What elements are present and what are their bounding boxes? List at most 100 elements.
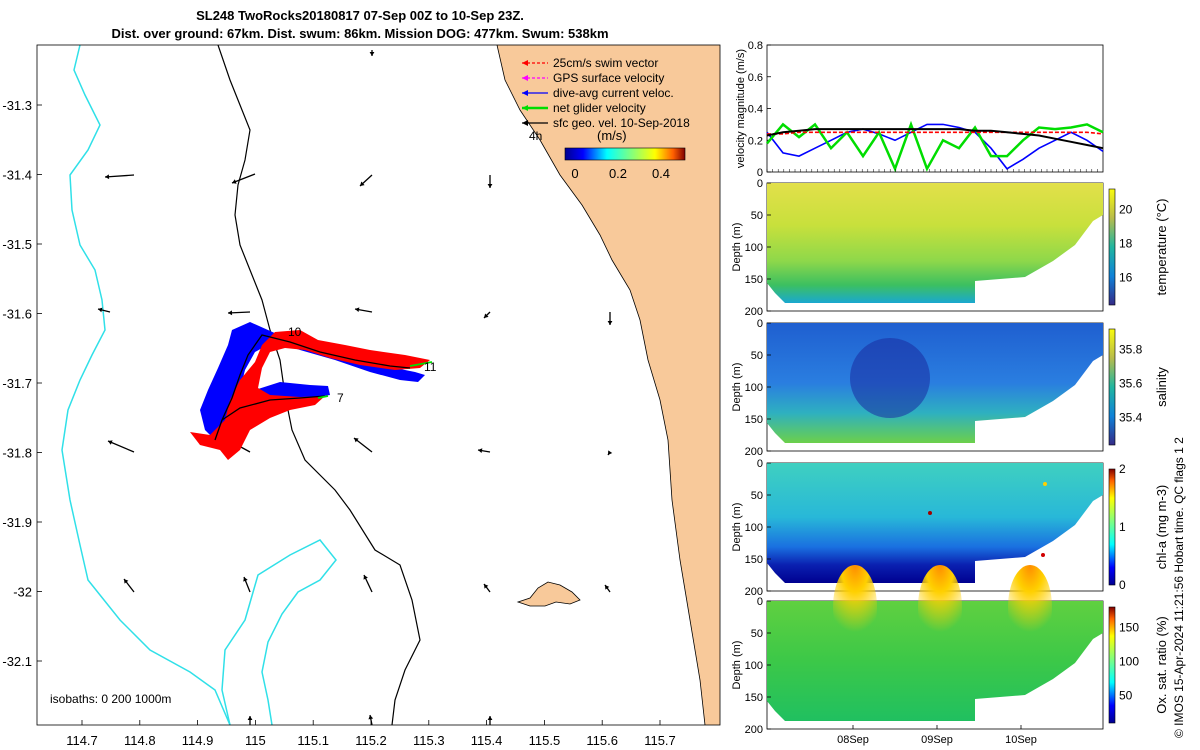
- panel-colorbar-label: temperature (°C): [1154, 199, 1169, 296]
- depth-tick: 100: [745, 242, 763, 254]
- colorbar-tick-label: 100: [1119, 655, 1139, 669]
- legend-entry: GPS surface velocity: [553, 71, 664, 85]
- colorbar-tick-label: 35.6: [1119, 377, 1143, 391]
- depth-axis-label: Depth (m): [731, 223, 743, 272]
- depth-tick: 200: [745, 306, 763, 318]
- velocity-series-line: [766, 120, 1104, 173]
- panel-colorbar: [1108, 606, 1116, 724]
- depth-tick: 150: [745, 692, 763, 704]
- speed-colorbar: [564, 147, 686, 161]
- map-y-tick-label: -31.8: [2, 446, 32, 461]
- colorbar-tick-label: 0: [1119, 578, 1126, 592]
- colorbar-tick-label: 18: [1119, 237, 1133, 251]
- depth-tick: 150: [745, 274, 763, 286]
- depth-tick: 200: [745, 724, 763, 736]
- panel-colorbar: [1108, 328, 1116, 446]
- velocity-y-tick: 0.8: [748, 40, 763, 52]
- colorbar-ticks: 0 0.2 0.4: [571, 166, 670, 181]
- oxygen-maximum-patch: [1008, 565, 1052, 649]
- depth-tick: 0: [757, 596, 763, 608]
- time-tick-label: 10Sep: [1005, 734, 1037, 746]
- time-tick-label: 09Sep: [921, 734, 953, 746]
- track-centerline: [214, 334, 411, 441]
- depth-section-fill: [767, 323, 1103, 443]
- velocity-y-tick: 0.2: [748, 135, 763, 147]
- panel-colorbar-label: salinity: [1154, 367, 1169, 407]
- colorbar-tick-label: 150: [1119, 620, 1139, 634]
- colorbar-tick-label: 35.4: [1119, 411, 1143, 425]
- map-y-tick-label: -32: [13, 585, 32, 600]
- colorbar-tick: 0.2: [609, 166, 627, 181]
- depth-tick: 50: [751, 210, 763, 222]
- credit-text: © IMOS 15-Apr-2024 11:21:56 Hobart time.…: [1172, 437, 1186, 738]
- depth-tick: 150: [745, 554, 763, 566]
- coast-land: [497, 45, 720, 725]
- geo-arrow: [231, 173, 256, 184]
- map-x-tick-label: 115.4: [471, 733, 503, 748]
- depth-panel-oxy: 0 50 100 150 200 Depth (m) 50 100 150 Ox. sat. ra…: [731, 565, 1169, 736]
- map-y-tick-label: -31.4: [2, 168, 32, 183]
- colorbar-tick-label: 16: [1119, 271, 1133, 285]
- colorbar-tick-label: 20: [1119, 202, 1133, 216]
- isobaths-label: isobaths: 0 200 1000m: [50, 692, 171, 706]
- depth-tick: 100: [745, 382, 763, 394]
- map-x-tick-label: 115.6: [586, 733, 618, 748]
- depth-tick: 100: [745, 522, 763, 534]
- map-x-tick-label: 115.2: [355, 733, 387, 748]
- geo-arrow: [104, 174, 135, 178]
- time-marker: 4h: [529, 129, 542, 143]
- map-x-tick-label: 115.3: [413, 733, 445, 748]
- isobath-1000m: [61, 45, 231, 725]
- plot-title-line1: SL248 TwoRocks20180817 07-Sep 00Z to 10-…: [196, 8, 524, 23]
- geo-velocity-arrows: [97, 50, 613, 725]
- plot-title-line2: Dist. over ground: 67km. Dist. swum: 86k…: [111, 26, 609, 41]
- depth-panel-temperature: 0 50 100 150 200 Depth (m) 16 18 20 temperature (…: [731, 178, 1169, 318]
- map-y-tick-label: -31.3: [2, 98, 32, 113]
- map-x-tick-label: 115: [245, 733, 266, 748]
- geo-arrow: [107, 440, 135, 453]
- velocity-series-line: [766, 123, 1104, 170]
- map-x-tick-label: 114.8: [124, 733, 156, 748]
- velocity-y-tick: 0: [757, 167, 763, 179]
- panel-colorbar: [1108, 468, 1116, 586]
- depth-tick: 50: [751, 350, 763, 362]
- map-x-tick-label: 115.7: [644, 733, 676, 748]
- colorbar-tick-label: 50: [1119, 689, 1133, 703]
- depth-tick: 50: [751, 490, 763, 502]
- map-x-axis: 114.7 114.8 114.9 115 115.1 115.2 115.3 115.4 11…: [66, 720, 676, 748]
- depth-tick: 200: [745, 586, 763, 598]
- depth-tick: 100: [745, 660, 763, 672]
- time-tick-label: 08Sep: [837, 734, 869, 746]
- map-x-tick-label: 114.9: [182, 733, 214, 748]
- colorbar-tick-label: 2: [1119, 462, 1126, 476]
- track-label-11: 11: [424, 360, 437, 374]
- depth-tick: 150: [745, 414, 763, 426]
- depth-tick: 0: [757, 458, 763, 470]
- map-y-tick-label: -31.6: [2, 307, 32, 322]
- depth-tick: 0: [757, 178, 763, 190]
- legend-entry: sfc geo. vel. 10-Sep-2018: [553, 116, 690, 130]
- legend-entry: dive-avg current veloc.: [553, 86, 674, 100]
- map-x-tick-label: 115.5: [529, 733, 561, 748]
- depth-panel-salinity: 0 50 100 150 200 Depth (m) 35.4 35.6 35.8 salinit…: [731, 318, 1169, 458]
- track-label-7: 7: [337, 391, 344, 405]
- depth-panel-chl: 0 50 100 150 200 Depth (m) 0 1 2 chl-a (mg m-3): [731, 458, 1169, 598]
- island: [516, 581, 581, 607]
- map-frame: [36, 44, 721, 726]
- map-y-tick-label: -32.1: [2, 654, 32, 669]
- map-y-tick-label: -31.9: [2, 515, 32, 530]
- colorbar-unit: (m/s): [597, 128, 627, 143]
- map-x-tick-label: 115.1: [297, 733, 329, 748]
- panel-colorbar-label: chl-a (mg m-3): [1154, 485, 1169, 570]
- depth-tick: 0: [757, 318, 763, 330]
- isobath-200m: [217, 45, 421, 725]
- depth-tick: 50: [751, 628, 763, 640]
- legend-entry: 25cm/s swim vector: [553, 56, 658, 70]
- panel-colorbar: [1108, 188, 1116, 306]
- velocity-y-tick: 0.4: [748, 104, 763, 116]
- colorbar-tick: 0.4: [652, 166, 670, 181]
